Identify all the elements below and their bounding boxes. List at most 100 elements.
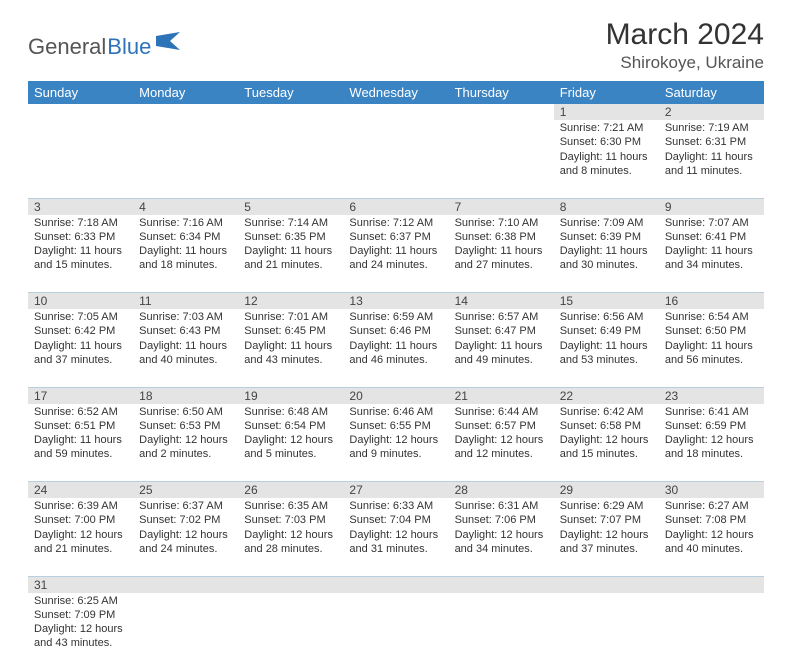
day-number: 26 (238, 482, 343, 498)
day-cell: Sunrise: 7:10 AMSunset: 6:38 PMDaylight:… (449, 215, 554, 277)
weekday-header: Wednesday (343, 81, 448, 104)
calendar-day: Sunrise: 6:57 AMSunset: 6:47 PMDaylight:… (449, 309, 554, 387)
day-cell: Sunrise: 6:35 AMSunset: 7:03 PMDaylight:… (238, 498, 343, 560)
day-number-row: 31 (28, 576, 764, 593)
calendar-day: Sunrise: 6:35 AMSunset: 7:03 PMDaylight:… (238, 498, 343, 576)
day-cell: Sunrise: 6:37 AMSunset: 7:02 PMDaylight:… (133, 498, 238, 560)
day-number-row: 10111213141516 (28, 293, 764, 310)
empty-cell (28, 104, 133, 120)
day-number-cell: 17 (28, 387, 133, 404)
calendar-day: Sunrise: 6:54 AMSunset: 6:50 PMDaylight:… (659, 309, 764, 387)
empty-cell (343, 104, 448, 120)
calendar-day: Sunrise: 6:41 AMSunset: 6:59 PMDaylight:… (659, 404, 764, 482)
day-number-cell: 3 (28, 198, 133, 215)
day-number: 6 (343, 199, 448, 215)
empty-cell (133, 576, 238, 593)
day-number-cell: 14 (449, 293, 554, 310)
day-number: 24 (28, 482, 133, 498)
day-number: 15 (554, 293, 659, 309)
day-number: 22 (554, 388, 659, 404)
day-number: 7 (449, 199, 554, 215)
day-number: 2 (659, 104, 764, 120)
empty-cell (238, 120, 343, 198)
day-number: 16 (659, 293, 764, 309)
calendar-day: Sunrise: 7:05 AMSunset: 6:42 PMDaylight:… (28, 309, 133, 387)
day-number-cell: 13 (343, 293, 448, 310)
flag-icon (156, 32, 182, 55)
empty-cell (343, 593, 448, 671)
empty-cell (449, 593, 554, 671)
day-number-cell: 29 (554, 482, 659, 499)
calendar-day: Sunrise: 6:59 AMSunset: 6:46 PMDaylight:… (343, 309, 448, 387)
day-number: 29 (554, 482, 659, 498)
day-number: 8 (554, 199, 659, 215)
calendar-day: Sunrise: 7:10 AMSunset: 6:38 PMDaylight:… (449, 215, 554, 293)
day-cell: Sunrise: 6:50 AMSunset: 6:53 PMDaylight:… (133, 404, 238, 466)
empty-cell (343, 576, 448, 593)
calendar-day: Sunrise: 6:29 AMSunset: 7:07 PMDaylight:… (554, 498, 659, 576)
day-number-cell: 16 (659, 293, 764, 310)
day-number: 28 (449, 482, 554, 498)
day-number-cell: 9 (659, 198, 764, 215)
calendar-day: Sunrise: 6:31 AMSunset: 7:06 PMDaylight:… (449, 498, 554, 576)
calendar-day: Sunrise: 6:37 AMSunset: 7:02 PMDaylight:… (133, 498, 238, 576)
day-number-row: 3456789 (28, 198, 764, 215)
day-cell: Sunrise: 6:46 AMSunset: 6:55 PMDaylight:… (343, 404, 448, 466)
calendar-day: Sunrise: 7:09 AMSunset: 6:39 PMDaylight:… (554, 215, 659, 293)
weekday-header: Friday (554, 81, 659, 104)
empty-cell (133, 104, 238, 120)
day-cell: Sunrise: 6:42 AMSunset: 6:58 PMDaylight:… (554, 404, 659, 466)
day-cell: Sunrise: 7:19 AMSunset: 6:31 PMDaylight:… (659, 120, 764, 182)
day-cell: Sunrise: 6:52 AMSunset: 6:51 PMDaylight:… (28, 404, 133, 466)
day-number-cell: 22 (554, 387, 659, 404)
empty-cell (28, 120, 133, 198)
day-number: 4 (133, 199, 238, 215)
day-cell: Sunrise: 6:39 AMSunset: 7:00 PMDaylight:… (28, 498, 133, 560)
calendar-day: Sunrise: 7:18 AMSunset: 6:33 PMDaylight:… (28, 215, 133, 293)
day-number-cell: 8 (554, 198, 659, 215)
calendar-body: 12Sunrise: 7:21 AMSunset: 6:30 PMDayligh… (28, 104, 764, 671)
day-number-cell: 4 (133, 198, 238, 215)
empty-cell (554, 576, 659, 593)
calendar-day: Sunrise: 7:12 AMSunset: 6:37 PMDaylight:… (343, 215, 448, 293)
calendar-week-row: Sunrise: 7:05 AMSunset: 6:42 PMDaylight:… (28, 309, 764, 387)
title-block: March 2024 Shirokoye, Ukraine (606, 18, 764, 73)
empty-cell (449, 576, 554, 593)
day-cell: Sunrise: 7:01 AMSunset: 6:45 PMDaylight:… (238, 309, 343, 371)
day-number-cell: 21 (449, 387, 554, 404)
day-cell: Sunrise: 6:54 AMSunset: 6:50 PMDaylight:… (659, 309, 764, 371)
day-number: 19 (238, 388, 343, 404)
empty-cell (238, 576, 343, 593)
weekday-header: Sunday (28, 81, 133, 104)
day-number-row: 12 (28, 104, 764, 120)
calendar-day: Sunrise: 7:14 AMSunset: 6:35 PMDaylight:… (238, 215, 343, 293)
calendar-day: Sunrise: 6:27 AMSunset: 7:08 PMDaylight:… (659, 498, 764, 576)
calendar-day: Sunrise: 6:52 AMSunset: 6:51 PMDaylight:… (28, 404, 133, 482)
empty-cell (449, 104, 554, 120)
day-cell: Sunrise: 7:07 AMSunset: 6:41 PMDaylight:… (659, 215, 764, 277)
page-title: March 2024 (606, 18, 764, 52)
calendar-day: Sunrise: 6:50 AMSunset: 6:53 PMDaylight:… (133, 404, 238, 482)
calendar-week-row: Sunrise: 6:25 AMSunset: 7:09 PMDaylight:… (28, 593, 764, 671)
day-number: 21 (449, 388, 554, 404)
day-cell: Sunrise: 6:29 AMSunset: 7:07 PMDaylight:… (554, 498, 659, 560)
day-cell: Sunrise: 6:31 AMSunset: 7:06 PMDaylight:… (449, 498, 554, 560)
day-cell: Sunrise: 6:56 AMSunset: 6:49 PMDaylight:… (554, 309, 659, 371)
day-cell: Sunrise: 7:14 AMSunset: 6:35 PMDaylight:… (238, 215, 343, 277)
day-number: 12 (238, 293, 343, 309)
day-number-cell: 20 (343, 387, 448, 404)
calendar-day: Sunrise: 6:25 AMSunset: 7:09 PMDaylight:… (28, 593, 133, 671)
day-number: 13 (343, 293, 448, 309)
day-number-cell: 23 (659, 387, 764, 404)
day-cell: Sunrise: 7:18 AMSunset: 6:33 PMDaylight:… (28, 215, 133, 277)
day-cell: Sunrise: 6:48 AMSunset: 6:54 PMDaylight:… (238, 404, 343, 466)
day-number-cell: 7 (449, 198, 554, 215)
weekday-header-row: SundayMondayTuesdayWednesdayThursdayFrid… (28, 81, 764, 104)
day-cell: Sunrise: 7:03 AMSunset: 6:43 PMDaylight:… (133, 309, 238, 371)
day-number: 31 (28, 577, 133, 593)
calendar-week-row: Sunrise: 6:39 AMSunset: 7:00 PMDaylight:… (28, 498, 764, 576)
day-cell: Sunrise: 6:57 AMSunset: 6:47 PMDaylight:… (449, 309, 554, 371)
weekday-header: Thursday (449, 81, 554, 104)
calendar-day: Sunrise: 7:19 AMSunset: 6:31 PMDaylight:… (659, 120, 764, 198)
calendar-day: Sunrise: 6:33 AMSunset: 7:04 PMDaylight:… (343, 498, 448, 576)
